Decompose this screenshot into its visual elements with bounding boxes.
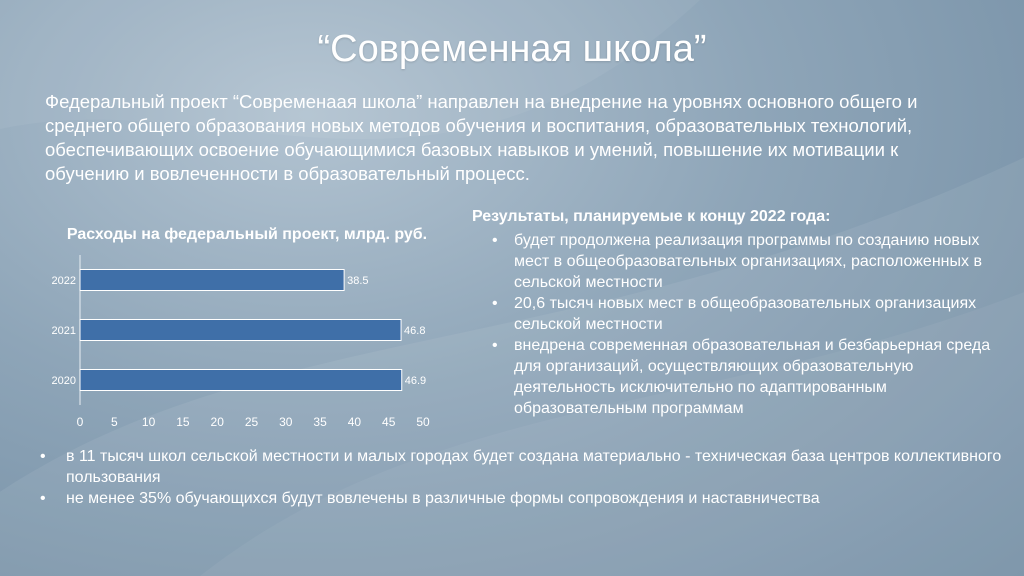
x-tick-label: 5 [111,415,118,429]
x-tick-label: 15 [176,415,190,429]
category-label-2020: 2020 [52,375,76,387]
bar-2021 [79,319,402,341]
x-tick-label: 50 [416,415,430,429]
intro-paragraph: Федеральный проект “Современаая школа” н… [45,91,918,184]
bottom-item: не менее 35% обучающихся будут вовлечены… [40,488,1010,509]
category-label-2022: 2022 [52,275,76,287]
x-tick-label: 30 [279,415,293,429]
data-label-2020: 46.9 [405,375,426,387]
x-tick-label: 0 [77,415,84,429]
chart-title: Расходы на федеральный проект, млрд. руб… [66,226,428,243]
x-tick-label: 10 [142,415,156,429]
slide-title: “Современная школа” [317,28,707,70]
result-item: внедрена современная образовательная и б… [492,335,1012,419]
result-item: 20,6 тысяч новых мест в общеобразователь… [492,293,1012,335]
x-tick-label: 35 [313,415,327,429]
bottom-item: в 11 тысяч школ сельской местности и мал… [40,446,1010,488]
results-title: Результаты, планируемые к концу 2022 год… [472,208,831,225]
bar-2020 [79,369,403,391]
expenses-bar-chart: 38.5 2022 46.8 2021 46.9 2020 0 5 10 15 20 25 30 35 40… [52,255,430,429]
x-tick-label: 40 [348,415,362,429]
x-tick-label: 45 [382,415,396,429]
x-tick-label: 20 [211,415,225,429]
bottom-list: в 11 тысяч школ сельской местности и мал… [40,446,1010,509]
bar-2022 [79,269,345,291]
result-item: будет продолжена реализация программы по… [492,230,1012,293]
results-list: будет продолжена реализация программы по… [492,230,1012,419]
data-label-2021: 46.8 [404,325,425,337]
x-tick-label: 25 [245,415,259,429]
data-label-2022: 38.5 [347,275,368,287]
category-label-2021: 2021 [52,325,76,337]
